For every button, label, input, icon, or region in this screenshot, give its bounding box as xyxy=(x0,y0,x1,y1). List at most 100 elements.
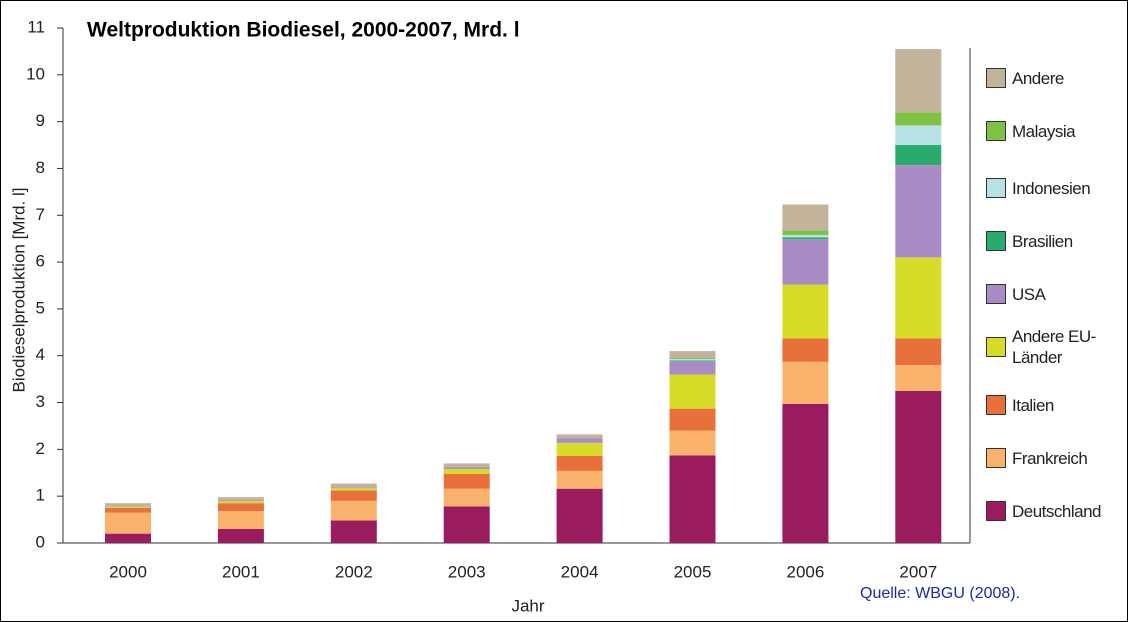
bar-segment xyxy=(669,455,716,543)
legend-item: Deutschland xyxy=(986,490,1128,532)
bar-segment xyxy=(330,490,377,501)
bar-segment xyxy=(330,500,377,521)
bar-segment xyxy=(443,467,490,470)
bar-segment xyxy=(330,488,377,491)
bar-segment xyxy=(669,361,716,375)
bar-segment xyxy=(782,361,829,404)
bar-segment xyxy=(895,112,942,126)
legend-swatch xyxy=(986,448,1006,468)
legend-swatch xyxy=(986,121,1006,141)
y-tick-label: 8 xyxy=(36,158,45,177)
x-tick-label: 2005 xyxy=(674,562,712,581)
bar-segment xyxy=(217,503,264,512)
bar-segment xyxy=(782,239,829,285)
legend-item: Italien xyxy=(986,384,1128,426)
bar-segment xyxy=(556,488,603,543)
legend-label: Indonesien xyxy=(1012,178,1091,198)
bar-segment xyxy=(443,506,490,543)
bar-segment xyxy=(782,338,829,362)
bar-segment xyxy=(669,358,716,360)
legend-item: Andere EU-Länder xyxy=(986,326,1128,368)
bar-segment xyxy=(556,442,603,456)
bar-segment xyxy=(782,284,829,339)
legend-item: Brasilien xyxy=(986,220,1128,262)
bar-segment xyxy=(895,145,942,166)
x-tick-label: 2000 xyxy=(109,562,147,581)
bar-segment xyxy=(669,408,716,431)
bar-segment xyxy=(443,488,490,507)
y-axis-label: Biodieselproduktion [Mrd. l] xyxy=(9,187,28,392)
legend-label: Malaysia xyxy=(1012,121,1076,141)
legend-swatch xyxy=(986,501,1006,521)
y-tick-label: 1 xyxy=(36,486,45,505)
bar-segment xyxy=(217,511,264,529)
bar-segment xyxy=(443,463,490,468)
bar-segment xyxy=(217,499,264,501)
legend-item: USA xyxy=(986,273,1128,315)
bar-segment xyxy=(217,497,264,500)
bar-segment xyxy=(330,487,377,489)
bar-segment xyxy=(105,533,151,543)
x-tick-label: 2006 xyxy=(786,562,824,581)
bar-segment xyxy=(443,473,490,489)
bar-segment xyxy=(217,500,264,504)
y-tick-label: 3 xyxy=(36,392,45,411)
bar-segment xyxy=(669,360,716,362)
legend-label: Deutschland xyxy=(1012,501,1102,521)
bar-segment xyxy=(669,430,716,456)
bar-segment xyxy=(556,470,603,489)
chart-title: Weltproduktion Biodiesel, 2000-2007, Mrd… xyxy=(87,19,520,42)
bar-segment xyxy=(895,365,942,391)
x-tick-label: 2004 xyxy=(561,562,599,581)
bar-segment xyxy=(782,230,829,235)
legend-swatch xyxy=(986,337,1006,357)
legend-label: Italien xyxy=(1012,395,1054,415)
bar-segment xyxy=(556,455,603,471)
bar-segment xyxy=(330,520,377,543)
y-tick-label: 9 xyxy=(36,111,45,130)
bar-segment xyxy=(105,507,151,513)
legend-swatch xyxy=(986,231,1006,251)
legend-swatch xyxy=(986,395,1006,415)
x-tick-label: 2007 xyxy=(899,562,937,581)
legend-item: Indonesien xyxy=(986,167,1128,209)
bar-segment xyxy=(782,204,829,231)
legend-item: Malaysia xyxy=(986,110,1128,152)
legend-swatch xyxy=(986,68,1006,88)
y-tick-label: 5 xyxy=(36,298,45,317)
bar-segment xyxy=(895,257,942,339)
source: Quelle: WBGU (2008). xyxy=(860,585,1020,602)
bar-segment xyxy=(443,469,490,474)
bar-segment xyxy=(895,390,942,543)
bar-segment xyxy=(669,359,716,361)
legend-label: Andere xyxy=(1012,68,1064,88)
bar-segment xyxy=(895,125,942,146)
legend-item: Frankreich xyxy=(986,437,1128,479)
x-tick-label: 2003 xyxy=(448,562,486,581)
x-axis-label: Jahr xyxy=(511,596,544,615)
bar-segment xyxy=(782,403,829,543)
y-tick-label: 7 xyxy=(36,205,45,224)
bar-segment xyxy=(105,506,151,508)
y-tick-label: 0 xyxy=(36,532,45,551)
bar-segment xyxy=(895,338,942,366)
legend-label: Frankreich xyxy=(1012,448,1088,468)
bar-segment xyxy=(330,483,377,488)
legend-swatch xyxy=(986,178,1006,198)
x-tick-label: 2002 xyxy=(335,562,373,581)
y-tick-label: 11 xyxy=(27,17,45,36)
y-tick-label: 4 xyxy=(36,345,45,364)
y-tick-label: 2 xyxy=(36,439,45,458)
bar-segment xyxy=(105,503,151,507)
bar-segment xyxy=(895,165,942,258)
legend-item: Andere xyxy=(986,57,1128,99)
x-tick-label: 2001 xyxy=(222,562,260,581)
bar-segment xyxy=(669,374,716,409)
y-tick-label: 10 xyxy=(26,64,45,83)
legend-swatch xyxy=(986,284,1006,304)
bar-segment xyxy=(217,528,264,543)
bar-segment xyxy=(782,237,829,240)
legend-label: USA xyxy=(1012,284,1046,304)
